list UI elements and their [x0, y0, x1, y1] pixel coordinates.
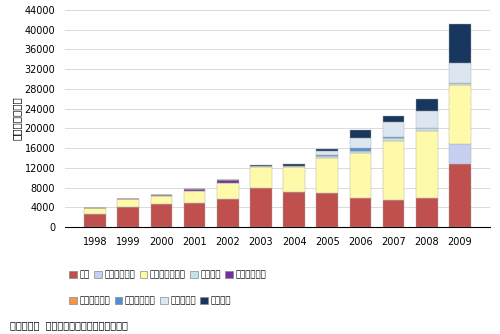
- Bar: [416, 129, 438, 131]
- Bar: [284, 164, 305, 166]
- Bar: [150, 195, 172, 196]
- Bar: [150, 196, 172, 204]
- Bar: [184, 189, 206, 191]
- Bar: [284, 192, 305, 227]
- Bar: [350, 151, 371, 153]
- Bar: [383, 116, 404, 122]
- Bar: [449, 164, 470, 227]
- Bar: [316, 193, 338, 227]
- Bar: [416, 131, 438, 197]
- Bar: [184, 191, 206, 203]
- Bar: [250, 166, 272, 167]
- Bar: [150, 204, 172, 227]
- Bar: [250, 165, 272, 166]
- Bar: [350, 153, 371, 197]
- Bar: [217, 198, 238, 227]
- Legend: 混合资本债券, 资产支持证券, 短期融资券, 中期票据: 混合资本债券, 资产支持证券, 短期融资券, 中期票据: [70, 297, 231, 306]
- Bar: [118, 199, 139, 207]
- Bar: [350, 148, 371, 151]
- Bar: [350, 197, 371, 227]
- Bar: [350, 138, 371, 148]
- Bar: [316, 158, 338, 193]
- Bar: [383, 138, 404, 141]
- Bar: [350, 130, 371, 138]
- Bar: [383, 137, 404, 138]
- Bar: [416, 111, 438, 129]
- Bar: [217, 183, 238, 198]
- Bar: [250, 167, 272, 188]
- Bar: [84, 214, 106, 227]
- Y-axis label: 发行量（亿元）: 发行量（亿元）: [12, 97, 22, 140]
- Bar: [316, 149, 338, 151]
- Text: 资料来源：  中央国债登记结算有限责任公司: 资料来源： 中央国债登记结算有限责任公司: [10, 321, 128, 331]
- Bar: [184, 203, 206, 227]
- Bar: [84, 208, 106, 214]
- Bar: [217, 180, 238, 183]
- Bar: [118, 207, 139, 227]
- Bar: [416, 197, 438, 227]
- Bar: [383, 122, 404, 137]
- Bar: [449, 83, 470, 85]
- Bar: [449, 63, 470, 83]
- Bar: [449, 144, 470, 164]
- Bar: [316, 151, 338, 155]
- Bar: [284, 167, 305, 192]
- Bar: [383, 141, 404, 200]
- Bar: [449, 85, 470, 144]
- Bar: [316, 156, 338, 158]
- Bar: [316, 155, 338, 156]
- Bar: [250, 188, 272, 227]
- Bar: [449, 24, 470, 63]
- Bar: [284, 166, 305, 167]
- Bar: [416, 99, 438, 111]
- Bar: [383, 200, 404, 227]
